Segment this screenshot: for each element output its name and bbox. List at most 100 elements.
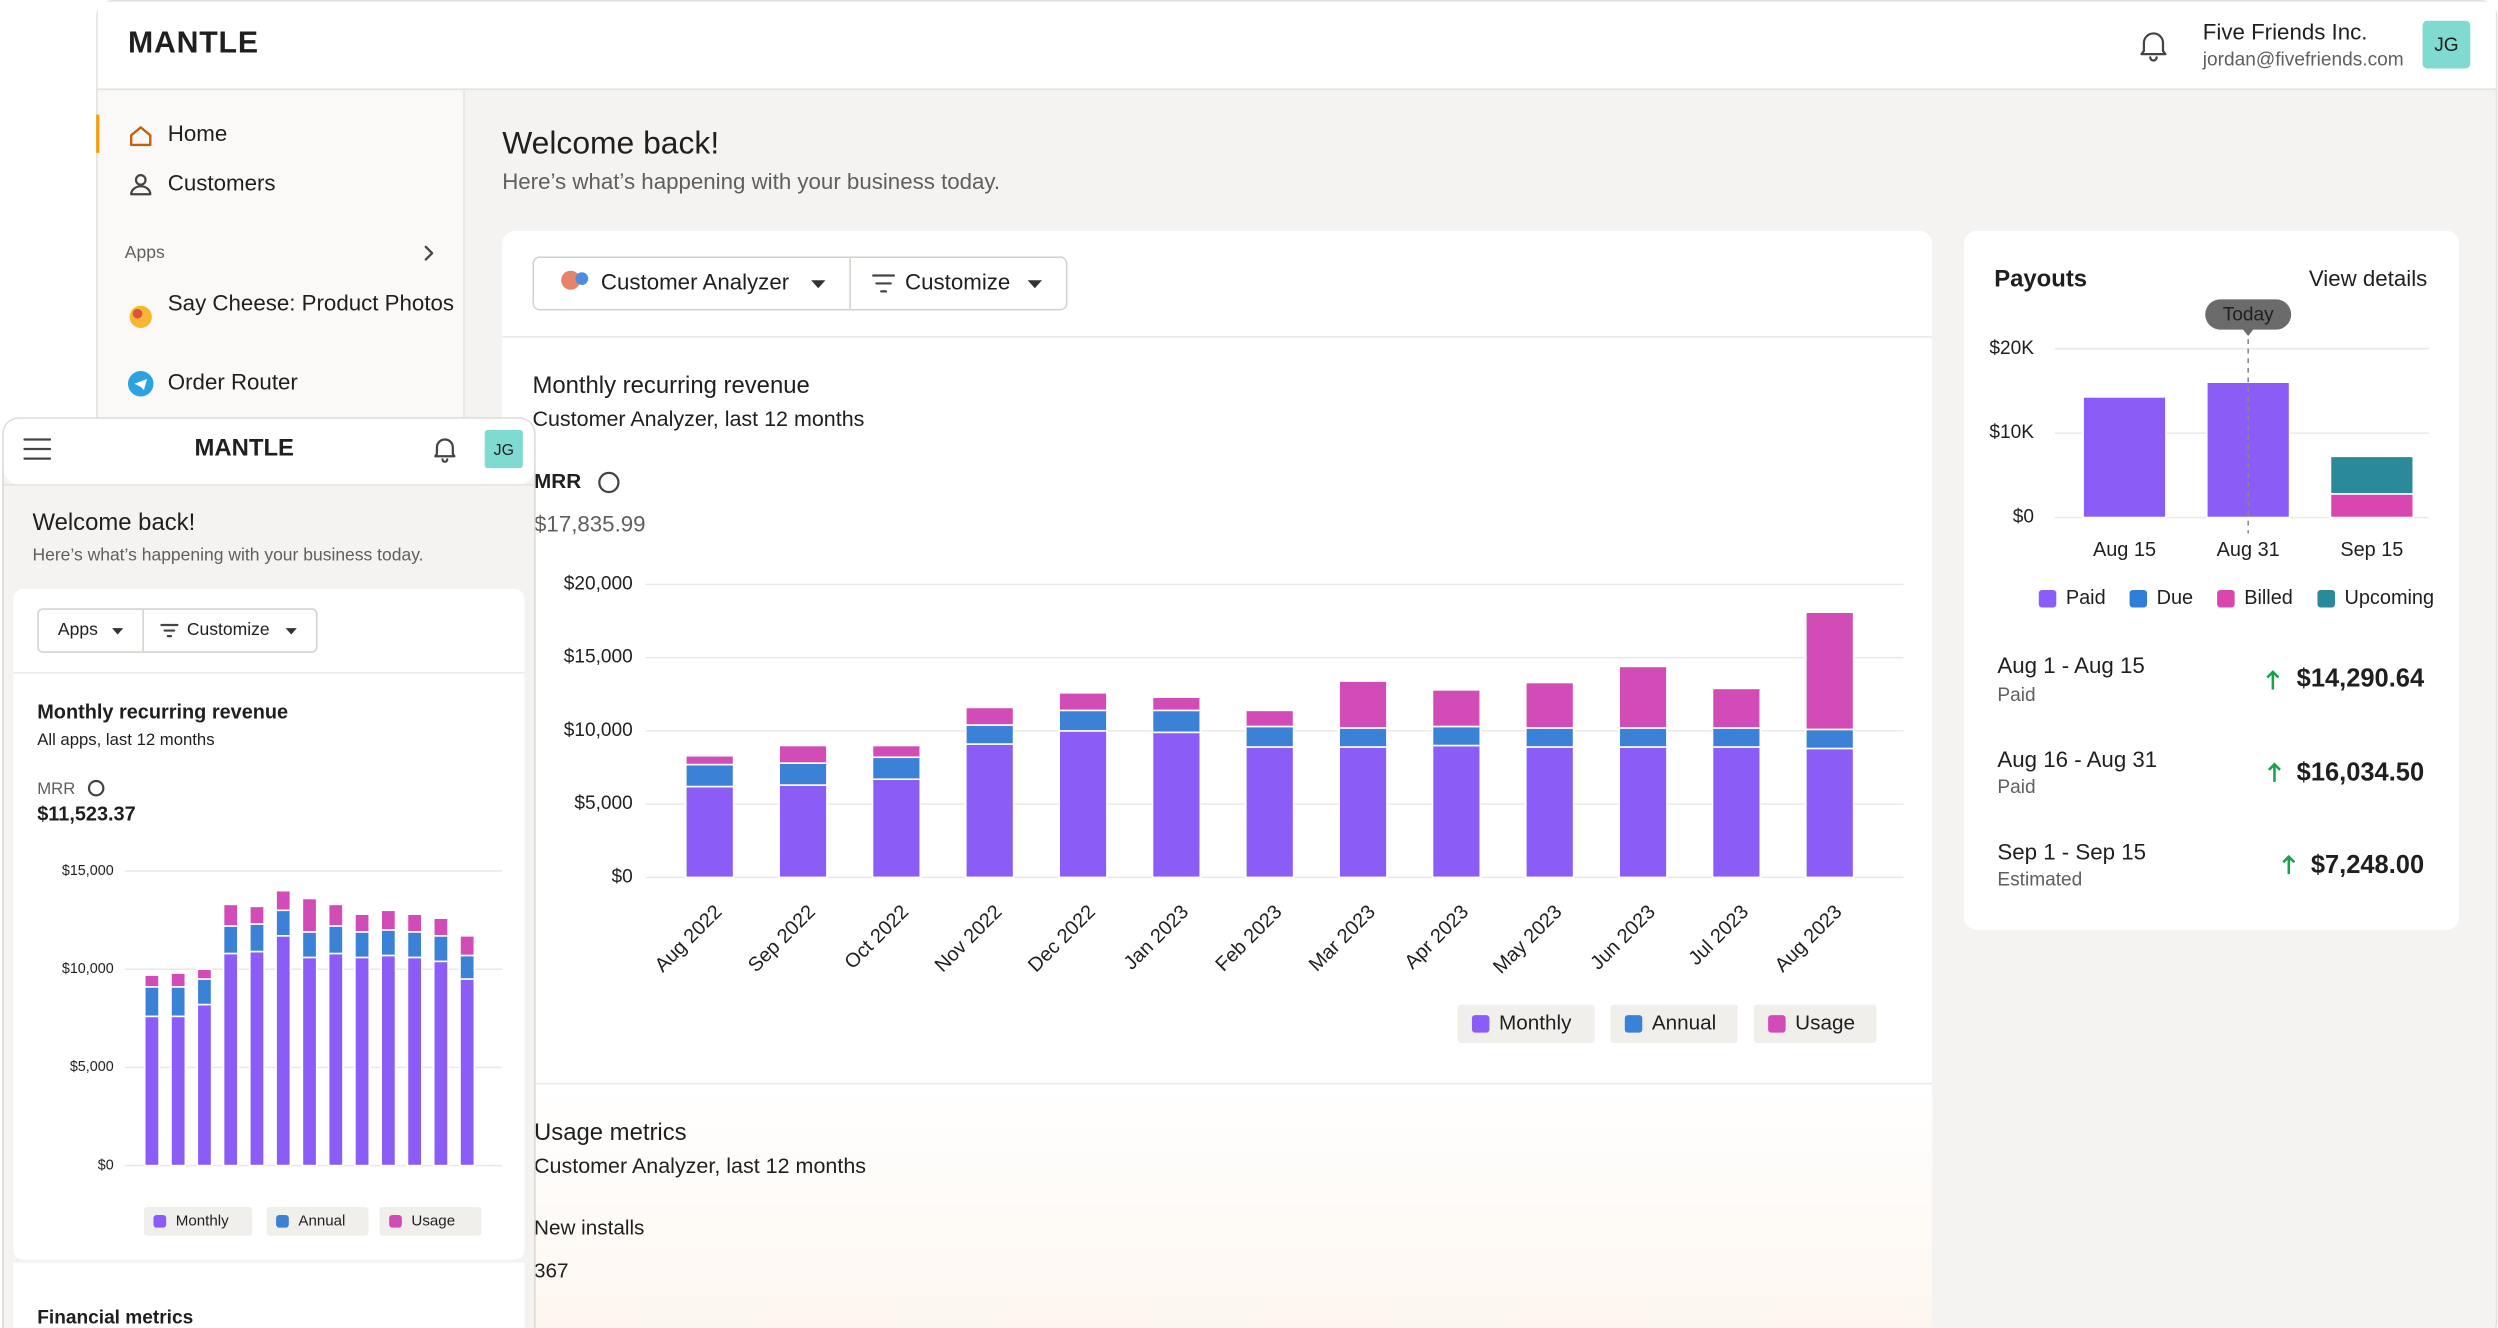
bar-segment <box>380 929 397 957</box>
bar-segment <box>965 724 1015 745</box>
company-name: Five Friends Inc. <box>2203 19 2368 44</box>
logo: MANTLE <box>128 27 259 60</box>
bar-segment <box>170 972 187 988</box>
metric-label: MRR <box>37 779 75 798</box>
bar-segment <box>301 956 318 1167</box>
bar-segment <box>170 986 187 1018</box>
bar-segment <box>327 952 344 1167</box>
legend-swatch <box>2129 589 2148 608</box>
home-icon <box>129 126 152 147</box>
bar-segment <box>354 956 371 1167</box>
app-icon <box>561 270 581 290</box>
legend-item <box>143 1206 253 1236</box>
legend-label: Upcoming <box>2345 587 2435 609</box>
metric-value: 367 <box>534 1260 569 1283</box>
bell-icon[interactable] <box>434 438 456 463</box>
legend-item <box>266 1206 369 1236</box>
legend-label: Annual <box>1652 1011 1716 1034</box>
up-arrow <box>2266 670 2280 690</box>
payout-status: Paid <box>1997 685 2035 706</box>
bell-icon[interactable] <box>2140 32 2167 62</box>
bar-segment <box>871 778 922 879</box>
bar-segment <box>1058 691 1108 712</box>
bar-segment <box>432 917 449 937</box>
bar-segment <box>327 925 344 955</box>
bar-segment <box>170 1015 187 1167</box>
dropdown-caret <box>811 280 826 289</box>
section-label: Apps <box>125 242 165 262</box>
bar-segment <box>685 763 735 788</box>
button-label[interactable]: Customize <box>187 619 270 639</box>
legend-swatch <box>153 1214 167 1228</box>
card <box>13 589 525 1260</box>
bar-segment <box>1711 687 1762 729</box>
app-icon <box>132 308 143 319</box>
legend-label: Monthly <box>176 1212 229 1229</box>
x-tick-label: Sep 15 <box>2340 539 2403 561</box>
bar-segment <box>432 960 449 1167</box>
help-icon[interactable] <box>87 779 105 797</box>
app-link[interactable]: Say Cheese: Product Photos <box>167 289 455 316</box>
metric-value: $17,835.99 <box>534 511 646 536</box>
legend-label: Monthly <box>1499 1011 1572 1034</box>
legend-item <box>1610 1004 1738 1043</box>
app-link[interactable]: Order Router <box>168 370 299 395</box>
bar-segment <box>380 954 397 1167</box>
legend-swatch <box>1624 1015 1643 1033</box>
bar-segment <box>1618 727 1668 748</box>
menu-icon[interactable] <box>23 438 52 460</box>
bar-segment <box>459 954 476 980</box>
tooltip-pointer <box>2241 328 2255 336</box>
y-tick-label: $15,000 <box>564 647 633 668</box>
chevron[interactable] <box>424 245 434 261</box>
button-group <box>37 608 318 653</box>
bar-segment <box>275 909 292 937</box>
legend-label: Due <box>2157 587 2194 609</box>
bar-segment <box>1618 746 1668 879</box>
bar-segment <box>1618 665 1668 729</box>
bar-segment <box>1805 747 1855 879</box>
bar-segment <box>1338 746 1388 879</box>
bar-segment <box>1711 727 1762 748</box>
bar-segment <box>1151 709 1202 734</box>
legend-label: Annual <box>298 1212 345 1229</box>
legend-label: Paid <box>2066 587 2106 609</box>
avatar[interactable] <box>484 429 523 469</box>
bar-segment <box>1245 725 1295 748</box>
nav-item[interactable]: Home <box>168 121 227 146</box>
metric-label: New installs <box>534 1217 644 1240</box>
bar-segment <box>354 913 371 933</box>
bar-segment <box>1338 680 1388 729</box>
card-title: Payouts <box>1994 266 2087 293</box>
bar-segment <box>1525 746 1575 879</box>
view-details-link[interactable]: View details <box>2309 266 2428 291</box>
y-tick-label: $0 <box>612 866 633 887</box>
legend-label: Billed <box>2244 587 2293 609</box>
y-tick-label: $15,000 <box>62 863 114 879</box>
bar-segment <box>1431 744 1482 879</box>
button-label[interactable]: Customer Analyzer <box>601 269 790 294</box>
bar-segment <box>380 909 397 931</box>
button-label[interactable]: Apps <box>58 619 98 639</box>
bar-segment <box>1151 696 1202 712</box>
section-title: Usage metrics <box>534 1119 687 1146</box>
chart-subtitle: All apps, last 12 months <box>37 730 214 749</box>
button-label[interactable]: Customize <box>905 269 1010 294</box>
dropdown-caret <box>1027 280 1042 289</box>
nav-item[interactable]: Customers <box>168 171 276 196</box>
y-tick-label: $20K <box>1989 338 2034 359</box>
bar-segment <box>1058 709 1108 732</box>
help-icon[interactable] <box>598 471 620 494</box>
bar-segment <box>778 744 828 764</box>
metric-label: MRR <box>534 470 581 493</box>
bar-segment <box>301 931 318 959</box>
bar-segment <box>1058 730 1108 879</box>
bar-segment <box>406 956 423 1167</box>
avatar-initials: JG <box>494 442 514 459</box>
customers-icon <box>134 174 147 186</box>
avatar[interactable] <box>2422 20 2471 69</box>
bar-segment <box>327 903 344 927</box>
bar-segment <box>432 935 449 963</box>
bar-segment <box>143 974 160 988</box>
